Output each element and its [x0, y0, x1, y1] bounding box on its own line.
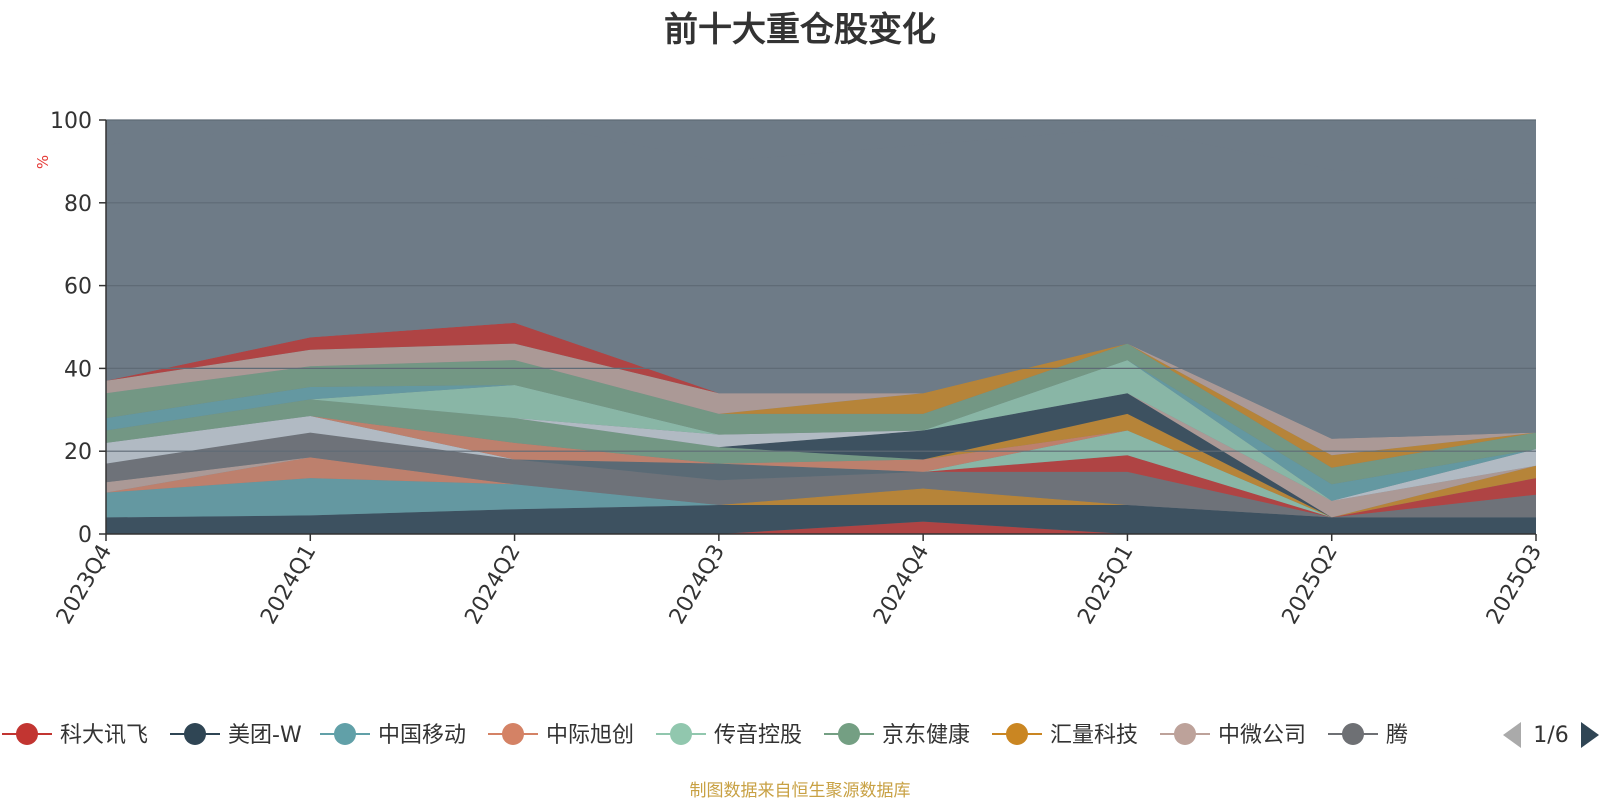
legend-marker: [334, 723, 356, 745]
legend-item[interactable]: 京东健康: [824, 723, 970, 748]
x-tick-label: 2024Q4: [869, 541, 934, 629]
legend-label: 京东健康: [882, 723, 970, 748]
legend-marker: [1342, 723, 1364, 745]
legend-entries: 科大讯飞 美团-W 中国移动 中际旭创 传音控股 京东健康 汇量科技 中微公司 腾: [2, 723, 1408, 748]
legend-item[interactable]: 腾: [1328, 723, 1408, 748]
legend-item[interactable]: 中国移动: [320, 723, 466, 748]
legend-marker: [1174, 723, 1196, 745]
legend-label: 中微公司: [1218, 723, 1306, 748]
area-series-10: [106, 432, 1536, 518]
area-series-11: [106, 416, 1536, 518]
legend-label: 腾: [1386, 723, 1408, 748]
area-series-9: [106, 432, 1536, 518]
legend-marker: [838, 723, 860, 745]
area-series-19: [106, 393, 1536, 501]
y-tick-label: 100: [50, 109, 92, 134]
legend-marker: [1006, 723, 1028, 745]
legend: 科大讯飞 美团-W 中国移动 中际旭创 传音控股 京东健康 汇量科技 中微公司 腾 1/6: [0, 718, 1600, 748]
legend-item[interactable]: 中际旭创: [488, 723, 634, 748]
x-tick-label: 2025Q2: [1278, 541, 1343, 629]
legend-marker: [502, 723, 524, 745]
legend-item[interactable]: 传音控股: [656, 723, 802, 748]
legend-marker: [184, 723, 206, 745]
area-series-12: [106, 416, 1536, 518]
y-axis-unit: %: [34, 155, 52, 169]
legend-label: 科大讯飞: [60, 723, 148, 748]
x-tick-label: 2025Q3: [1482, 541, 1547, 629]
legend-label: 汇量科技: [1050, 723, 1138, 748]
area-series-18: [106, 393, 1536, 518]
area-series-3: [106, 478, 1536, 518]
legend-label: 中国移动: [378, 723, 466, 748]
x-tick-label: 2024Q2: [460, 541, 525, 629]
x-tick-label: 2024Q3: [665, 541, 730, 629]
y-tick-label: 0: [78, 523, 92, 548]
legend-marker: [670, 723, 692, 745]
area-series-23: [106, 343, 1536, 468]
legend-item[interactable]: 中微公司: [1160, 723, 1306, 748]
chart-title: 前十大重仓股变化: [664, 10, 936, 50]
legend-page-indicator: 1/6: [1533, 723, 1568, 748]
legend-items: 科大讯飞 美团-W 中国移动 中际旭创 传音控股 京东健康 汇量科技 中微公司 腾 1/6: [2, 722, 1599, 748]
y-tick-label: 20: [64, 440, 92, 465]
x-tick-label: 2025Q1: [1073, 541, 1138, 629]
area-series-26: [106, 120, 1536, 439]
legend-item[interactable]: 美团-W: [170, 723, 302, 748]
area-series-21: [106, 360, 1536, 501]
source-note: 制图数据来自恒生聚源数据库: [689, 781, 911, 801]
area-series-2: [106, 505, 1536, 534]
y-tick-label: 80: [64, 192, 92, 217]
area-series-14: [106, 416, 1536, 518]
legend-marker: [16, 723, 38, 745]
legend-label: 传音控股: [714, 723, 802, 748]
legend-item[interactable]: 汇量科技: [992, 723, 1138, 748]
area-series-22: [106, 343, 1536, 485]
chevron-left-icon[interactable]: [1503, 722, 1521, 748]
x-tick-label: 2023Q4: [52, 541, 117, 629]
y-tick-label: 60: [64, 275, 92, 300]
area-series-16: [106, 399, 1536, 518]
legend-item[interactable]: 科大讯飞: [2, 723, 148, 748]
legend-label: 美团-W: [228, 723, 302, 748]
area-series-24: [106, 343, 1536, 456]
legend-label: 中际旭创: [546, 723, 634, 748]
x-tick-label: 2024Q1: [256, 541, 321, 629]
y-tick-label: 40: [64, 357, 92, 382]
area-series-20: [106, 360, 1536, 501]
chevron-right-icon[interactable]: [1581, 722, 1599, 748]
